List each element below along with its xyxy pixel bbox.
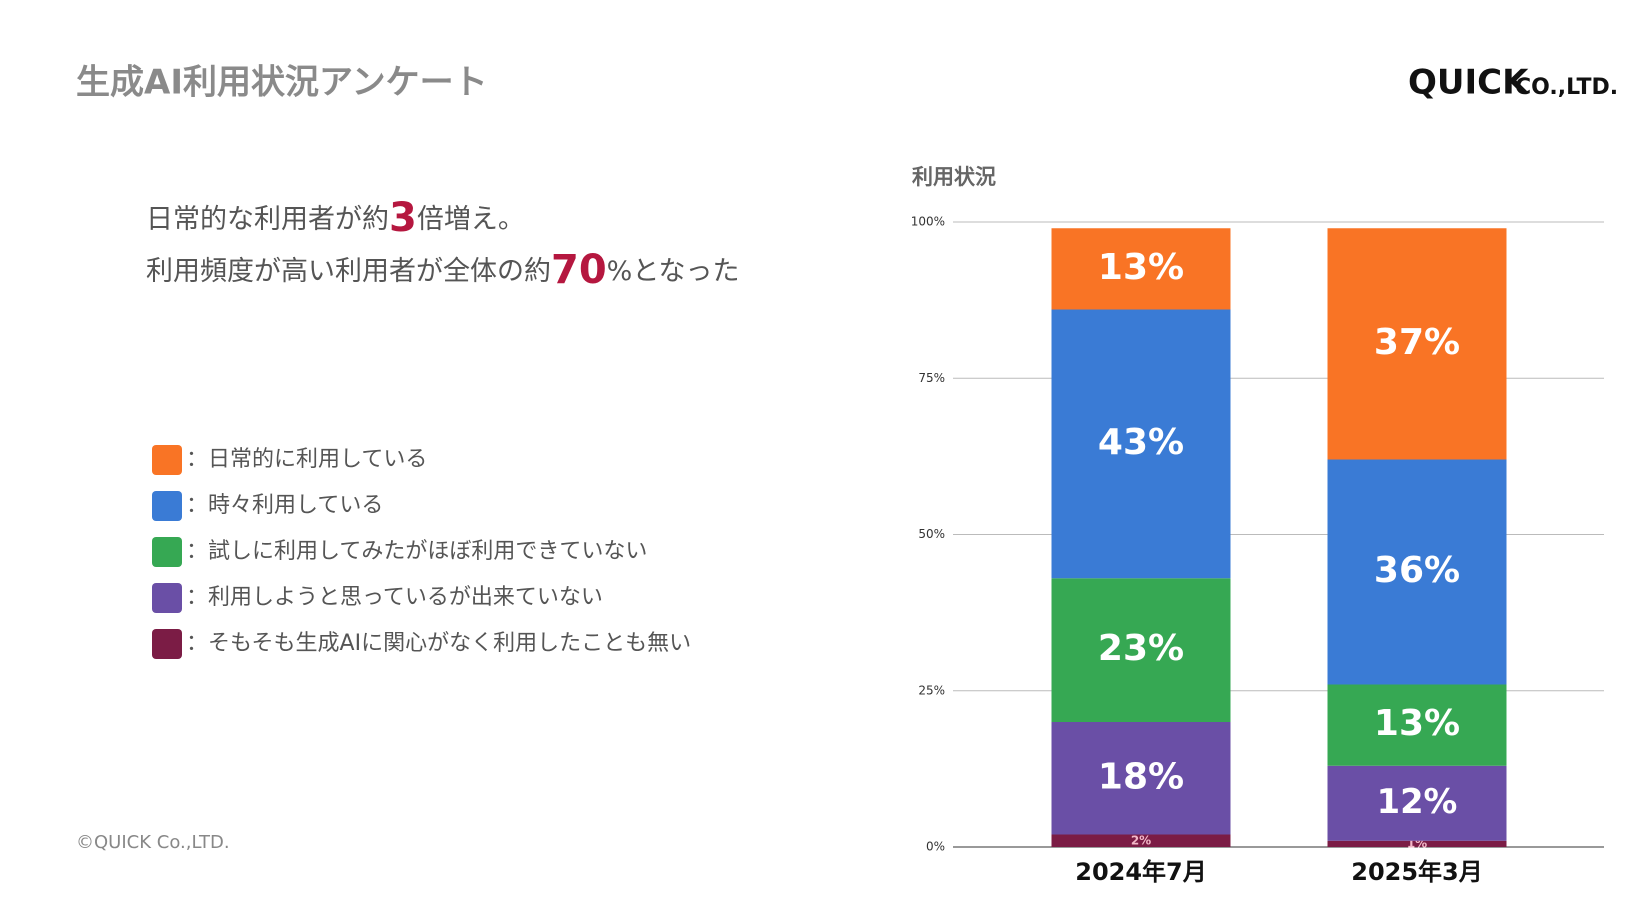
legend-label: ：そもそも生成AIに関心がなく利用したことも無い [186, 631, 691, 656]
legend-swatch [152, 491, 182, 521]
legend-label: ：時々利用している [186, 493, 383, 518]
chart-title: 利用状況 [912, 165, 996, 189]
value-label: 12% [1377, 782, 1458, 821]
legend-swatch [152, 583, 182, 613]
bar-segment [1051, 309, 1231, 579]
x-tick-label: 2025年3月 [1351, 858, 1483, 886]
y-tick-label: 25% [918, 683, 945, 697]
headline-emphasis: 70 [551, 247, 607, 293]
value-label: 37% [1374, 322, 1460, 363]
headline-text: 利用頻度が高い利用者が全体の約 [146, 256, 551, 287]
value-label: 18% [1098, 756, 1184, 797]
value-label: 13% [1374, 703, 1460, 744]
bar-segment [1327, 840, 1507, 847]
bar-segment [1327, 684, 1507, 766]
value-label: 23% [1098, 628, 1184, 669]
legend-label: ：日常的に利用している [186, 447, 427, 472]
headline-text: 倍増え。 [417, 204, 525, 235]
headline-text: 日常的な利用者が約 [146, 204, 389, 235]
headline-text: %となった [607, 256, 740, 287]
bar-segment [1051, 834, 1231, 847]
y-tick-label: 75% [918, 371, 945, 385]
y-tick-label: 50% [918, 527, 945, 541]
legend-label: ：利用しようと思っているが出来ていない [186, 585, 603, 610]
bar-segment [1051, 722, 1231, 835]
x-tick-label: 2024年7月 [1075, 858, 1207, 886]
headline: 利用頻度が高い利用者が全体の約70%となった [146, 247, 740, 293]
bar-segment [1051, 228, 1231, 310]
y-tick-label: 0% [926, 840, 945, 854]
logo-suffix: CO.,LTD. [1515, 75, 1618, 100]
headline-emphasis: 3 [389, 195, 417, 241]
bar-segment [1327, 228, 1507, 460]
bar-segment [1051, 578, 1231, 722]
legend-label: ：試しに利用してみたがほぼ利用できていない [186, 539, 647, 564]
bar-segment [1327, 459, 1507, 685]
headline: 日常的な利用者が約3倍増え。 [146, 195, 525, 241]
value-label: 2% [1131, 833, 1151, 847]
bar-segment [1327, 765, 1507, 841]
legend-swatch [152, 445, 182, 475]
legend-swatch [152, 629, 182, 659]
value-label: 43% [1098, 422, 1184, 463]
value-label: 13% [1098, 247, 1184, 288]
slide-title: 生成AI利用状況アンケート [76, 63, 488, 103]
footer: ©QUICK Co.,LTD. [76, 832, 230, 853]
logo: QUICK [1408, 63, 1530, 103]
legend-swatch [152, 537, 182, 567]
value-label: 36% [1374, 550, 1460, 591]
y-tick-label: 100% [911, 215, 945, 229]
